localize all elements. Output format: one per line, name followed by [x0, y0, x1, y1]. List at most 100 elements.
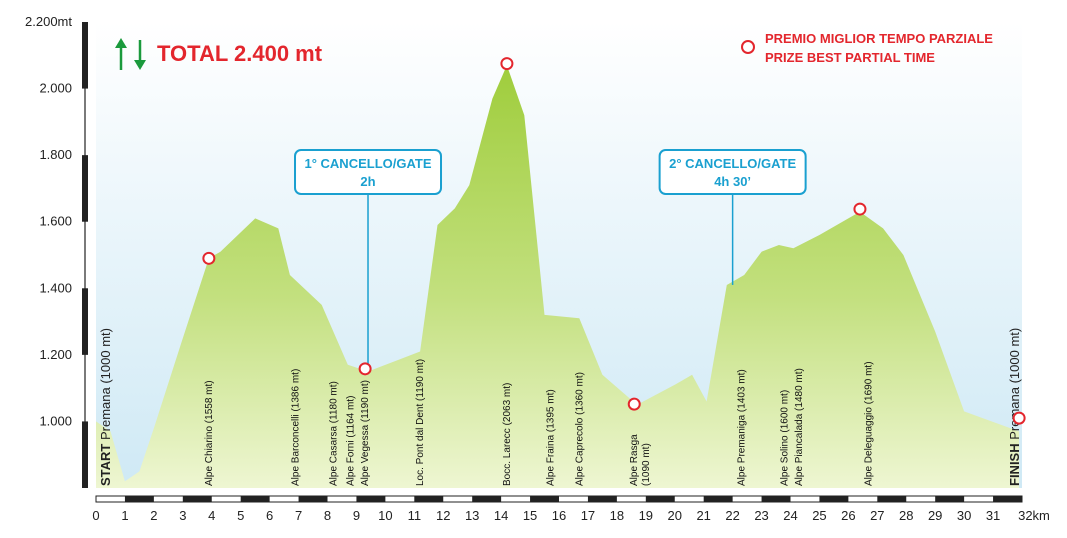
- x-axis-segment: [587, 496, 617, 502]
- y-axis-segment: [82, 155, 88, 222]
- legend-line-2: PRIZE BEST PARTIAL TIME: [765, 50, 935, 65]
- location-label: Loc. Pont dal Dent (1190 mt): [415, 359, 426, 486]
- location-label: Alpe Rasga: [629, 434, 640, 486]
- location-label: Alpe Casarsa (1180 mt): [328, 381, 339, 486]
- x-tick-label: 28: [899, 508, 913, 523]
- x-tick-label: 31: [986, 508, 1000, 523]
- x-tick-label: 17: [581, 508, 595, 523]
- x-axis-segment: [356, 496, 386, 502]
- location-label: Alpe Forni (1164 mt): [346, 396, 357, 486]
- x-axis-segment: [182, 496, 212, 502]
- x-tick-label: 9: [353, 508, 360, 523]
- prize-marker: [853, 202, 867, 216]
- prize-marker: [202, 251, 216, 265]
- total-ascent: TOTAL 2.400 mt: [115, 38, 323, 70]
- x-tick-label: 30: [957, 508, 971, 523]
- x-tick-label: 27: [870, 508, 884, 523]
- x-tick-label: 26: [841, 508, 855, 523]
- x-tick-label: 21: [696, 508, 710, 523]
- legend: PREMIO MIGLIOR TEMPO PARZIALE PRIZE BEST…: [741, 31, 993, 65]
- x-tick-label: 11: [408, 508, 422, 523]
- x-tick-label: 16: [552, 508, 566, 523]
- gate-box: [294, 149, 443, 195]
- y-tick-label: 1.200: [39, 347, 72, 362]
- y-axis-segment: [82, 22, 88, 89]
- location-label: Alpe Deleguaggio (1690 mt): [864, 361, 875, 486]
- gate-time: 2h: [360, 174, 375, 189]
- x-unit-label: 32km: [1018, 508, 1050, 523]
- x-axis-segment: [761, 496, 791, 502]
- x-tick-label: 4: [208, 508, 215, 523]
- x-tick-label: 24: [783, 508, 797, 523]
- finish-rest: Premana (1000 mt): [1007, 328, 1022, 444]
- start-label: START Premana (1000 mt): [98, 328, 113, 486]
- y-axis-segment: [82, 421, 88, 488]
- x-tick-label: 18: [610, 508, 624, 523]
- gate-title: 1° CANCELLO/GATE: [304, 156, 431, 171]
- y-tick-label: 2.000: [39, 81, 72, 96]
- x-axis: 0 1 2 3 4 5 6 7 8 9 10 11 12 13 14 15 16 17 18 19 20 21 22 23 24…: [92, 495, 1050, 523]
- x-axis-segment: [414, 496, 444, 502]
- finish-label: FINISH Premana (1000 mt): [1007, 328, 1022, 486]
- x-tick-label: 10: [378, 508, 392, 523]
- location-label: Alpe Vegessa (1190 mt): [360, 380, 371, 486]
- location-label-line2: (1090 mt): [641, 443, 652, 486]
- gate-time: 4h 30’: [714, 174, 751, 189]
- prize-legend-icon: [741, 40, 755, 54]
- elevation-area: [96, 65, 1020, 489]
- y-tick-label: 1.800: [39, 147, 72, 162]
- location-label: Alpe Chiarino (1558 mt): [204, 380, 215, 486]
- x-tick-label: 20: [668, 508, 682, 523]
- location-label: Alpe Premaniga (1403 mt): [736, 369, 747, 486]
- prize-marker: [358, 362, 372, 376]
- x-tick-label: 3: [179, 508, 186, 523]
- legend-line-1: PREMIO MIGLIOR TEMPO PARZIALE: [765, 31, 993, 46]
- y-tick-label: 1.600: [39, 214, 72, 229]
- total-label: TOTAL 2.400 mt: [157, 41, 323, 66]
- x-tick-label: 12: [436, 508, 450, 523]
- start-bold: START: [98, 444, 113, 486]
- x-tick-label: 6: [266, 508, 273, 523]
- gate-callout: 1° CANCELLO/GATE 2h: [294, 149, 443, 369]
- gate-box: [658, 149, 807, 195]
- x-axis-segment: [298, 496, 328, 502]
- gate-title: 2° CANCELLO/GATE: [669, 156, 796, 171]
- x-axis-segment: [819, 496, 849, 502]
- location-label: Alpe Fraina (1395 mt): [545, 389, 556, 486]
- prize-marker: [1012, 411, 1026, 425]
- x-tick-label: 15: [523, 508, 537, 523]
- x-axis-segment: [935, 496, 965, 502]
- x-axis-segment: [124, 496, 154, 502]
- y-top-label: 2.200mt: [25, 14, 72, 29]
- y-axis: 2.200mt 1.000 1.200 1.400 1.600 1.800 2.000: [25, 14, 88, 488]
- y-tick-label: 1.400: [39, 280, 72, 295]
- x-tick-label: 14: [494, 508, 508, 523]
- x-tick-label: 5: [237, 508, 244, 523]
- prize-marker: [500, 57, 514, 71]
- x-axis-segment: [703, 496, 733, 502]
- x-axis-segment: [530, 496, 559, 502]
- location-label: Alpe Piancalada (1480 mt): [794, 368, 805, 486]
- x-tick-label: 23: [754, 508, 768, 523]
- x-axis-segment: [877, 496, 907, 502]
- location-label: Alpe Barconcelli (1386 mt): [291, 369, 302, 486]
- gate-callout: 2° CANCELLO/GATE 4h 30’: [658, 149, 807, 285]
- finish-bold: FINISH: [1007, 443, 1022, 486]
- location-label: Alpe Solino (1600 mt): [780, 390, 791, 486]
- x-axis-segment: [993, 496, 1022, 502]
- location-label: Alpe Caprecolo (1360 mt): [574, 372, 585, 486]
- prize-marker: [627, 397, 641, 411]
- x-tick-label: 0: [92, 508, 99, 523]
- x-tick-label: 1: [121, 508, 128, 523]
- x-axis-segment: [240, 496, 270, 502]
- x-tick-label: 25: [812, 508, 826, 523]
- up-arrow-icon: [115, 38, 127, 70]
- x-tick-label: 29: [928, 508, 942, 523]
- x-axis-segment: [472, 496, 502, 502]
- location-label: Bocc. Larecc (2063 mt): [502, 383, 513, 486]
- x-axis-segment: [645, 496, 675, 502]
- y-axis-segment: [82, 288, 88, 355]
- x-tick-label: 8: [324, 508, 331, 523]
- x-tick-label: 7: [295, 508, 302, 523]
